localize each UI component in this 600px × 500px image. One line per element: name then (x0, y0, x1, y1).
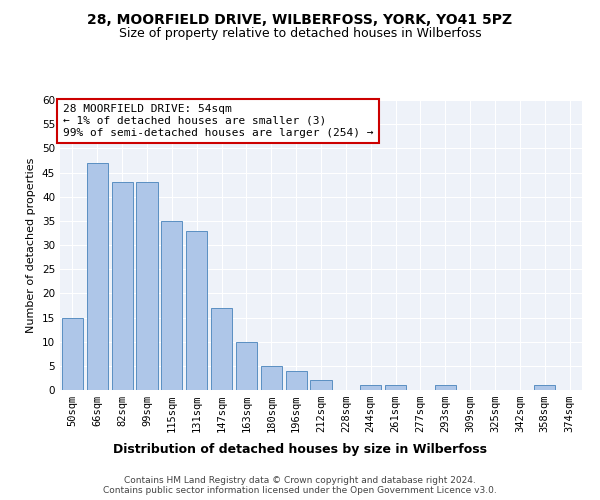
Text: Size of property relative to detached houses in Wilberfoss: Size of property relative to detached ho… (119, 28, 481, 40)
Bar (112, 182, 133, 390)
Text: Distribution of detached houses by size in Wilberfoss: Distribution of detached houses by size … (113, 442, 487, 456)
Bar (435, 385, 456, 390)
Text: 28 MOORFIELD DRIVE: 54sqm
← 1% of detached houses are smaller (3)
99% of semi-de: 28 MOORFIELD DRIVE: 54sqm ← 1% of detach… (62, 104, 373, 138)
Text: Contains HM Land Registry data © Crown copyright and database right 2024.
Contai: Contains HM Land Registry data © Crown c… (103, 476, 497, 495)
Bar (360, 385, 381, 390)
Bar (236, 342, 257, 390)
Bar (186, 230, 207, 390)
Bar (62, 318, 83, 390)
Bar (286, 370, 307, 390)
Text: 28, MOORFIELD DRIVE, WILBERFOSS, YORK, YO41 5PZ: 28, MOORFIELD DRIVE, WILBERFOSS, YORK, Y… (88, 12, 512, 26)
Bar (136, 182, 158, 390)
Y-axis label: Number of detached properties: Number of detached properties (26, 158, 37, 332)
Bar (534, 385, 555, 390)
Bar (310, 380, 332, 390)
Bar (161, 221, 182, 390)
Bar (87, 163, 108, 390)
Bar (385, 385, 406, 390)
Bar (211, 308, 232, 390)
Bar (261, 366, 282, 390)
